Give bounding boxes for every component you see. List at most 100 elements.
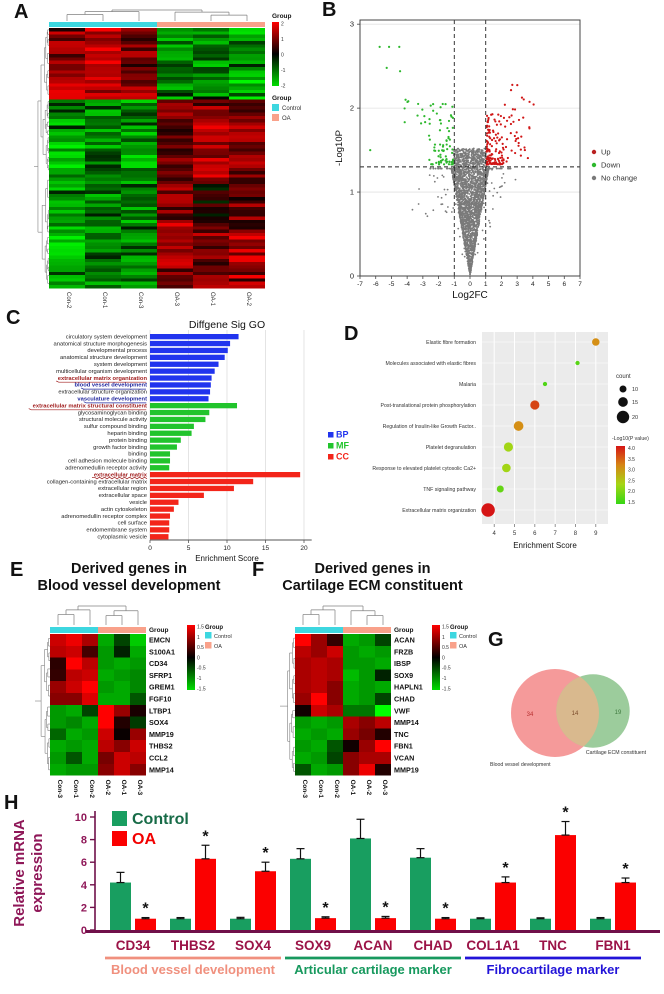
svg-text:2: 2 bbox=[500, 281, 504, 288]
svg-text:OA: OA bbox=[214, 644, 222, 650]
svg-text:Elastic fibre formation: Elastic fibre formation bbox=[426, 340, 476, 346]
svg-text:CHAD: CHAD bbox=[394, 695, 415, 704]
svg-text:Molecules associated with elas: Molecules associated with elastic fibres bbox=[385, 361, 476, 367]
group-legend: Group Control OA bbox=[205, 625, 232, 650]
svg-text:9: 9 bbox=[594, 531, 598, 537]
svg-text:*: * bbox=[502, 860, 509, 877]
bars bbox=[150, 334, 301, 540]
svg-text:Group: Group bbox=[149, 627, 169, 634]
svg-text:10: 10 bbox=[223, 545, 231, 552]
svg-text:OA-1: OA-1 bbox=[120, 780, 127, 796]
panel-e-label: E bbox=[10, 559, 24, 581]
value-colorbar: 1.5 1 0.5 0 -0.5 -1 -1.5 bbox=[187, 625, 206, 692]
svg-text:0: 0 bbox=[148, 545, 152, 552]
panel-d-enrichment-dot-plot: Elastic fibre formation Molecules associa… bbox=[372, 332, 649, 550]
panel-f-title-line1: Derived genes in bbox=[314, 561, 431, 577]
svg-text:CHAD: CHAD bbox=[414, 938, 453, 953]
svg-text:Con-3: Con-3 bbox=[301, 780, 308, 799]
svg-text:-2: -2 bbox=[281, 84, 286, 90]
value-colorbar: Group 2 1 0 -1 -2 bbox=[272, 13, 292, 90]
svg-text:Control: Control bbox=[282, 106, 301, 112]
svg-text:CC: CC bbox=[336, 452, 349, 462]
panel-f-title-line2: Cartilage ECM constituent bbox=[282, 578, 463, 594]
svg-text:-1: -1 bbox=[281, 68, 286, 74]
panel-g-label: G bbox=[488, 629, 504, 651]
heatmap-cells bbox=[50, 634, 146, 776]
svg-text:count: count bbox=[616, 374, 631, 380]
row-dendrogram bbox=[280, 637, 295, 772]
svg-text:SOX9: SOX9 bbox=[394, 671, 413, 680]
svg-text:Platelet degranulation: Platelet degranulation bbox=[426, 445, 476, 451]
svg-text:adrenomedullin receptor comple: adrenomedullin receptor complex bbox=[61, 514, 147, 520]
svg-text:4: 4 bbox=[531, 281, 535, 288]
svg-text:1.5: 1.5 bbox=[628, 500, 635, 506]
svg-text:CD34: CD34 bbox=[116, 938, 151, 953]
svg-text:TNF signaling pathway: TNF signaling pathway bbox=[423, 487, 476, 493]
gene-group-labels: Blood vessel development Articular cartil… bbox=[105, 956, 641, 977]
svg-text:extracellular region: extracellular region bbox=[98, 486, 147, 492]
column-dendrogram bbox=[302, 605, 384, 625]
svg-text:4: 4 bbox=[493, 531, 497, 537]
svg-text:7: 7 bbox=[553, 531, 557, 537]
column-labels: Con-2 Con-1 Con-3 OA-3 OA-1 OA-2 bbox=[65, 292, 251, 309]
svg-text:Articular cartilage marker: Articular cartilage marker bbox=[294, 962, 452, 977]
panel-h-label: H bbox=[4, 792, 19, 814]
svg-text:-2: -2 bbox=[436, 281, 442, 288]
svg-text:LTBP1: LTBP1 bbox=[149, 706, 171, 715]
points-no-change bbox=[411, 147, 517, 276]
svg-text:glycosaminoglycan binding: glycosaminoglycan binding bbox=[78, 410, 147, 416]
svg-text:extracellular structure organi: extracellular structure organization bbox=[58, 390, 147, 396]
svg-text:sulfur compound binding: sulfur compound binding bbox=[84, 424, 147, 430]
svg-text:extracellular matrix structura: extracellular matrix structural constitu… bbox=[33, 403, 147, 409]
svg-text:Group: Group bbox=[272, 13, 292, 20]
svg-text:6: 6 bbox=[533, 531, 537, 537]
svg-text:1: 1 bbox=[197, 635, 200, 641]
svg-text:system development: system development bbox=[94, 362, 148, 368]
svg-text:-4: -4 bbox=[404, 281, 410, 288]
svg-text:20: 20 bbox=[300, 545, 308, 552]
svg-text:growth factor binding: growth factor binding bbox=[93, 445, 147, 451]
svg-text:-1: -1 bbox=[451, 281, 457, 288]
legend: Up Down No change bbox=[591, 148, 637, 183]
svg-text:Con-2: Con-2 bbox=[333, 780, 340, 799]
category-labels: Elastic fibre formation Molecules associa… bbox=[372, 340, 476, 514]
svg-text:*: * bbox=[562, 805, 569, 822]
threshold-lines bbox=[360, 20, 580, 276]
svg-text:-3: -3 bbox=[420, 281, 426, 288]
panel-e-title-line2: Blood vessel development bbox=[37, 578, 221, 594]
svg-text:Control: Control bbox=[214, 634, 232, 640]
svg-text:OA-2: OA-2 bbox=[104, 780, 111, 796]
svg-text:34: 34 bbox=[527, 712, 534, 718]
svg-text:Con-2: Con-2 bbox=[88, 780, 95, 799]
svg-text:1: 1 bbox=[350, 188, 354, 197]
svg-text:Fibrocartilage marker: Fibrocartilage marker bbox=[487, 962, 620, 977]
svg-text:binding: binding bbox=[128, 452, 147, 458]
bars bbox=[110, 835, 636, 930]
svg-text:Group: Group bbox=[450, 625, 468, 631]
panel-f-heatmap-cartilage-ecm: Group ACAN FRZB IBSP SOX9 HAPLN1 CHAD VWF MMP14 T… bbox=[280, 605, 477, 799]
svg-text:Con-3: Con-3 bbox=[56, 780, 63, 799]
svg-text:Con-3: Con-3 bbox=[137, 292, 143, 309]
panel-e-title: Derived genes in Blood vessel developmen… bbox=[18, 561, 240, 595]
error-bars bbox=[116, 818, 630, 920]
svg-text:VWF: VWF bbox=[394, 706, 411, 715]
svg-text:1: 1 bbox=[281, 37, 284, 43]
svg-text:FGF10: FGF10 bbox=[149, 695, 171, 704]
svg-text:0: 0 bbox=[468, 281, 472, 288]
panel-c-go-bar-chart: Diffgene Sig GO circulatory system develo… bbox=[28, 319, 349, 563]
svg-text:-1.5: -1.5 bbox=[197, 686, 206, 692]
svg-text:Control: Control bbox=[459, 634, 477, 640]
panel-f-label: F bbox=[252, 559, 265, 581]
svg-text:developmental process: developmental process bbox=[87, 348, 147, 354]
svg-text:6: 6 bbox=[562, 281, 566, 288]
svg-text:0: 0 bbox=[81, 925, 87, 937]
svg-text:-1: -1 bbox=[442, 676, 447, 682]
svg-text:MMP19: MMP19 bbox=[394, 765, 419, 774]
svg-text:VCAN: VCAN bbox=[394, 754, 414, 763]
svg-text:-1.5: -1.5 bbox=[442, 686, 451, 692]
svg-text:extracellular matrix: extracellular matrix bbox=[94, 472, 148, 478]
venn-labels: Blood vessel development Cartilage ECM co… bbox=[490, 750, 647, 768]
svg-text:S100A1: S100A1 bbox=[149, 647, 175, 656]
group-legend: Group Control OA bbox=[272, 95, 301, 122]
